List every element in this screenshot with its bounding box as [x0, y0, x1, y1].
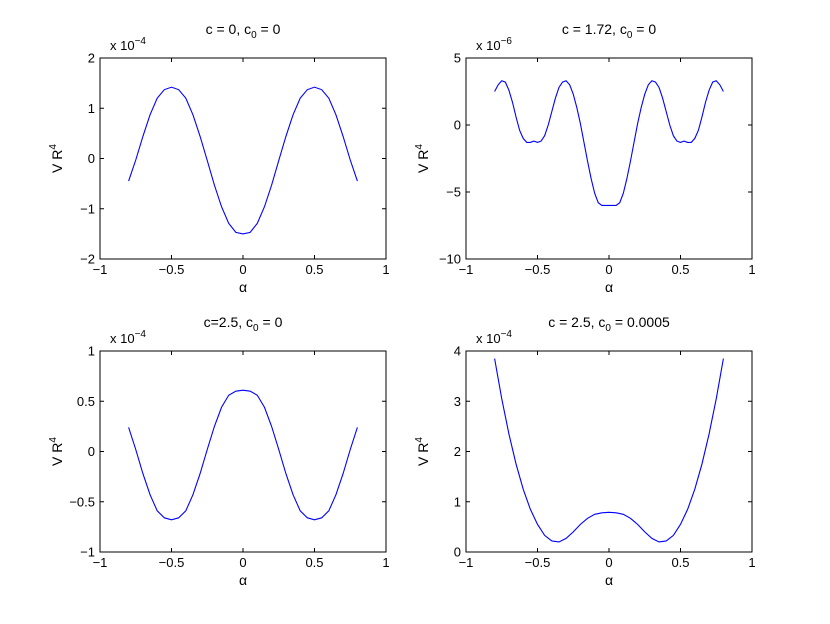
- y-axis-label: V R4: [48, 144, 65, 173]
- y-tick-label: 3: [454, 394, 461, 409]
- y-tick-label: −1: [80, 201, 95, 216]
- x-tick-label: 1: [382, 555, 389, 570]
- y-tick-label: 0: [454, 118, 461, 133]
- x-tick-label: −1: [93, 555, 108, 570]
- axis-exponent-label: x 10−4: [110, 36, 146, 53]
- x-tick-label: 0: [239, 262, 246, 277]
- y-tick-label: 1: [454, 494, 461, 509]
- x-tick-label: 1: [382, 262, 389, 277]
- x-tick-label: −1: [93, 262, 108, 277]
- subplot-3: −1 −0.5 0 0.5 1 −1 −0.5 0 0.5 1 x 10−4 c=2.5, c0 = …: [48, 314, 390, 588]
- chart-title: c = 2.5, c0 = 0.0005: [548, 314, 670, 334]
- series-line: [494, 80, 724, 206]
- y-tick-label: −0.5: [69, 494, 95, 509]
- y-axis-label: V R4: [414, 144, 431, 173]
- chart-title: c = 0, c0 = 0: [206, 21, 281, 41]
- y-tick-label: 0: [454, 545, 461, 560]
- chart-title: c = 1.72, c0 = 0: [562, 21, 657, 41]
- y-tick-label: 0: [88, 444, 95, 459]
- series-line: [494, 358, 724, 543]
- x-tick-label: 0: [239, 555, 246, 570]
- x-tick-label: 0.5: [305, 555, 323, 570]
- plot-frame: [465, 57, 753, 260]
- chart-title: c=2.5, c0 = 0: [204, 314, 283, 334]
- x-axis-label: α: [239, 279, 247, 295]
- y-axis-label: V R4: [414, 437, 431, 466]
- plot-frame: [99, 350, 387, 553]
- y-tick-label: −5: [446, 185, 461, 200]
- y-tick-label: −1: [80, 545, 95, 560]
- x-tick-label: 0.5: [671, 555, 689, 570]
- y-tick-label: −2: [80, 252, 95, 267]
- axis-exponent-label: x 10−6: [476, 36, 512, 53]
- x-tick-label: −0.5: [159, 262, 185, 277]
- y-tick-label: 1: [88, 101, 95, 116]
- x-tick-label: 0: [605, 555, 612, 570]
- y-axis-label: V R4: [48, 437, 65, 466]
- x-tick-label: 0.5: [305, 262, 323, 277]
- axis-exponent-label: x 10−4: [110, 329, 146, 346]
- y-tick-label: 0.5: [77, 394, 95, 409]
- x-tick-label: −0.5: [159, 555, 185, 570]
- y-tick-label: 5: [454, 51, 461, 66]
- x-tick-label: −0.5: [525, 555, 551, 570]
- x-tick-label: −1: [459, 555, 474, 570]
- y-tick-label: 4: [454, 344, 461, 359]
- series-line: [128, 86, 358, 235]
- plot-frame: [99, 57, 387, 260]
- x-tick-label: −1: [459, 262, 474, 277]
- x-axis-label: α: [605, 572, 613, 588]
- x-tick-label: 1: [748, 262, 755, 277]
- plot-frame: [465, 350, 753, 553]
- subplot-4: −1 −0.5 0 0.5 1 0 1 2 3 4 x 10−4 c = 2.5, c0 = 0.00…: [414, 314, 756, 588]
- subplot-2: −1 −0.5 0 0.5 1 −10 −5 0 5 x 10−6 c = 1.72, c0 = 0…: [414, 21, 756, 295]
- y-tick-label: −10: [439, 252, 461, 267]
- x-tick-label: −0.5: [525, 262, 551, 277]
- y-tick-label: 2: [454, 444, 461, 459]
- x-tick-label: 1: [748, 555, 755, 570]
- x-tick-label: 0: [605, 262, 612, 277]
- x-tick-label: 0.5: [671, 262, 689, 277]
- y-tick-label: 2: [88, 51, 95, 66]
- series-line: [128, 389, 358, 521]
- axis-exponent-label: x 10−4: [476, 329, 512, 346]
- y-tick-label: 1: [88, 344, 95, 359]
- x-axis-label: α: [239, 572, 247, 588]
- x-axis-label: α: [605, 279, 613, 295]
- y-tick-label: 0: [88, 151, 95, 166]
